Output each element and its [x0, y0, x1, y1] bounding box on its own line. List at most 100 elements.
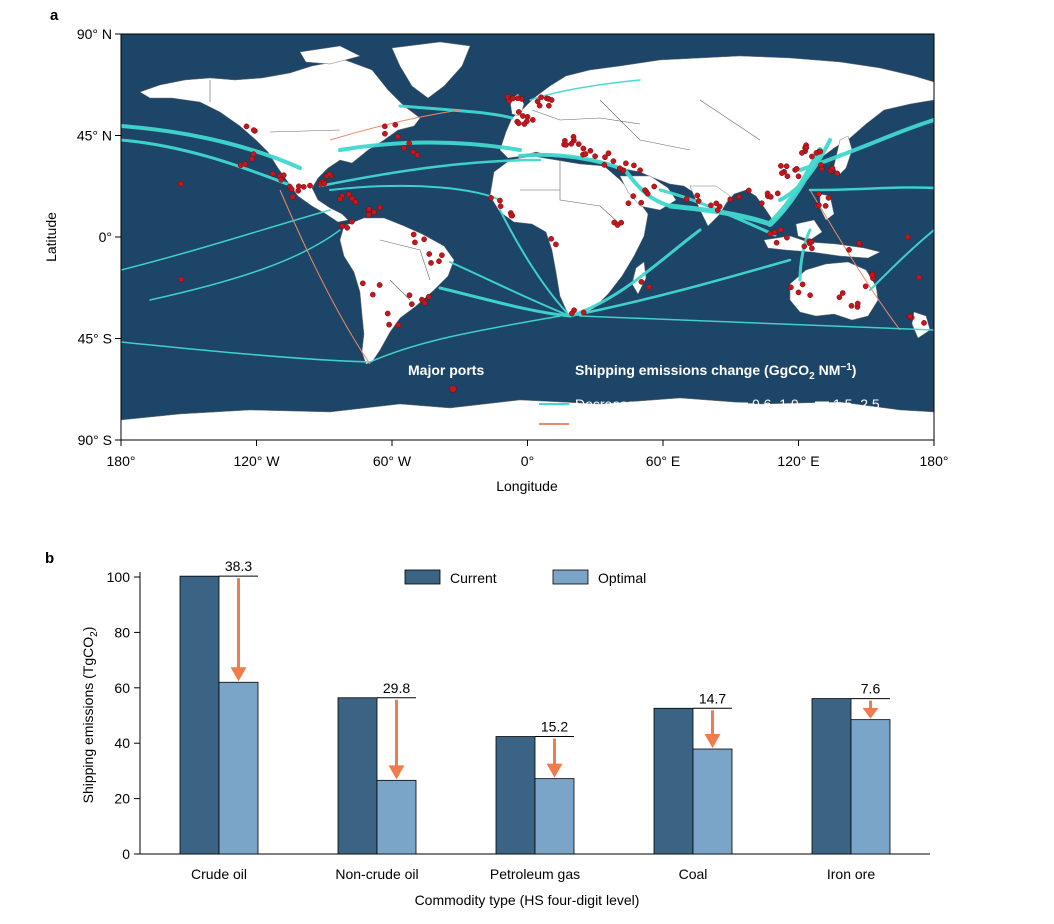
- port-marker: [300, 184, 307, 190]
- port-marker: [382, 130, 388, 137]
- port-marker: [856, 240, 862, 246]
- port-marker: [406, 292, 413, 299]
- port-marker: [344, 224, 351, 231]
- port-marker: [795, 173, 802, 180]
- map-x-tick-label: 180°: [920, 453, 949, 469]
- port-marker: [904, 234, 911, 240]
- route-panama-asia: [121, 209, 331, 271]
- port-marker: [916, 274, 922, 281]
- panel-b-letter: b: [45, 550, 54, 567]
- legend-bin-3-label: 0.6–1.0: [752, 396, 799, 412]
- legend-port-marker: [449, 385, 457, 393]
- bar-current: [337, 697, 378, 855]
- bar-y-axis-title: Shipping emissions (TgCO2): [80, 627, 100, 804]
- port-marker: [250, 127, 257, 133]
- port-marker: [280, 172, 287, 179]
- port-marker: [410, 149, 417, 155]
- reduction-arrow-head: [704, 734, 721, 749]
- port-marker: [425, 293, 432, 300]
- bar-category-label: Petroleum gas: [490, 866, 580, 882]
- port-marker: [326, 171, 333, 178]
- port-marker: [764, 190, 771, 197]
- port-marker: [504, 94, 511, 100]
- bar-current: [179, 575, 220, 855]
- port-marker: [817, 148, 824, 155]
- route-east-china: [778, 138, 832, 202]
- bar-optimal: [534, 778, 575, 855]
- port-marker: [337, 195, 343, 202]
- bar-y-tick-label: 40: [114, 735, 130, 751]
- port-marker: [520, 113, 526, 119]
- map-y-tick-label: 0°: [99, 229, 112, 245]
- port-marker: [366, 206, 372, 213]
- port-marker: [436, 258, 442, 265]
- bar-category-label: Iron ore: [827, 866, 875, 882]
- port-marker: [401, 145, 407, 151]
- port-marker: [408, 301, 415, 307]
- port-marker: [242, 161, 249, 167]
- bar-y-tick-label: 0: [122, 846, 130, 862]
- map-y-tick-label: 45° N: [77, 128, 112, 144]
- route-southern: [579, 315, 934, 331]
- map-x-tick-labels: 180° 120° W 60° W 0° 60° E 120° E 180°: [107, 453, 949, 469]
- bar-annotations: 38.3 29.8 15.2 14.7 7.6: [219, 558, 890, 780]
- port-marker: [807, 292, 813, 299]
- country-borders: [209, 80, 761, 301]
- port-marker: [553, 241, 559, 248]
- port-marker: [352, 199, 359, 205]
- port-marker: [809, 153, 815, 160]
- map-legend: Major ports Shipping emissions change (G…: [408, 362, 880, 432]
- port-marker: [773, 239, 780, 246]
- reduction-arrow-head: [388, 765, 405, 780]
- port-marker: [829, 165, 836, 172]
- port-marker: [346, 191, 352, 198]
- route-cape: [568, 228, 702, 318]
- bar-current: [653, 707, 694, 855]
- port-marker: [736, 193, 742, 200]
- port-marker: [278, 176, 285, 183]
- port-marker: [644, 190, 651, 197]
- port-marker: [359, 280, 366, 287]
- port-marker: [799, 150, 805, 156]
- legend-emissions-title-sup: −1: [840, 362, 852, 373]
- port-marker: [714, 207, 721, 213]
- port-marker: [774, 190, 781, 197]
- port-marker: [784, 234, 790, 241]
- port-marker: [288, 186, 295, 193]
- legend-bin-2-label: 0.2–0.6: [671, 416, 718, 432]
- port-marker: [815, 191, 822, 198]
- port-marker: [783, 163, 790, 170]
- bar-category-label: Coal: [679, 866, 708, 882]
- bar-optimal: [218, 681, 259, 855]
- port-marker: [177, 181, 184, 187]
- port-marker: [614, 222, 621, 228]
- port-marker: [529, 117, 536, 123]
- increase-route-2: [329, 109, 461, 141]
- port-marker: [410, 231, 417, 238]
- legend-ports-title: Major ports: [408, 362, 484, 378]
- port-marker: [809, 245, 815, 252]
- port-marker: [651, 183, 658, 190]
- map-x-tick-label: 180°: [107, 453, 136, 469]
- route-brazil-cape: [449, 261, 571, 317]
- map-x-axis-title: Longitude: [496, 478, 558, 494]
- port-marker: [767, 194, 774, 200]
- panel-a-letter: a: [50, 7, 59, 24]
- shipping-routes: [121, 79, 934, 363]
- reduction-arrow-head: [230, 667, 247, 682]
- bar-category-label: Non-crude oil: [335, 866, 418, 882]
- port-marker: [854, 300, 861, 307]
- port-marker: [846, 246, 852, 253]
- route-atlantic-north-2: [318, 158, 542, 188]
- legend-bin-1-label: <0.2: [671, 396, 699, 412]
- bar-y-axis-title-close: ): [80, 627, 96, 632]
- port-marker: [575, 141, 582, 147]
- port-marker: [834, 170, 841, 177]
- port-marker: [803, 144, 810, 151]
- port-marker: [587, 147, 594, 154]
- legend-bin-6-label: >2.5: [833, 416, 861, 432]
- port-marker: [637, 167, 643, 174]
- port-marker: [580, 309, 587, 316]
- bar-y-tick-labels: 0 20 40 60 80 100: [107, 569, 131, 862]
